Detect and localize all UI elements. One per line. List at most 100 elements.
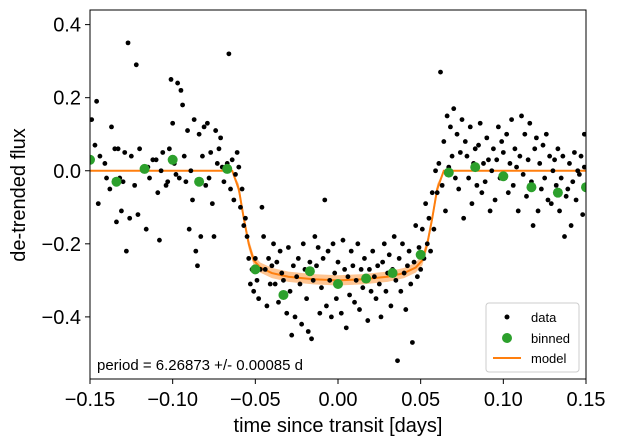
data-point [294, 274, 300, 280]
data-point [565, 186, 571, 192]
binned-points [90, 154, 586, 300]
data-point [200, 153, 205, 159]
data-point [378, 314, 384, 320]
data-point [256, 296, 262, 302]
data-point [206, 175, 212, 181]
data-point [466, 175, 472, 181]
data-point [262, 266, 268, 272]
data-point [386, 252, 392, 258]
data-point [295, 256, 301, 261]
data-point [365, 318, 371, 323]
data-point [362, 256, 367, 261]
data-point [439, 182, 445, 188]
data-point [433, 168, 438, 174]
x-tick-label: 0.00 [319, 389, 358, 411]
data-point [247, 281, 253, 287]
data-point [451, 106, 457, 112]
data-point [388, 303, 394, 309]
x-tick-label: 0.15 [567, 389, 606, 411]
data-point [570, 179, 576, 185]
data-point [495, 124, 501, 130]
data-point [204, 120, 210, 126]
data-point [211, 234, 217, 239]
data-point [143, 226, 149, 232]
data-point [114, 219, 119, 225]
data-point [320, 256, 326, 261]
data-point [181, 153, 187, 159]
data-point [299, 321, 305, 327]
data-point [524, 193, 529, 199]
data-point [271, 241, 276, 247]
data-point [486, 157, 491, 163]
data-point [464, 153, 470, 159]
data-point [371, 274, 377, 280]
data-point [284, 310, 290, 316]
data-point [428, 248, 433, 254]
data-point [472, 146, 478, 152]
data-point [228, 186, 233, 192]
data-point [414, 274, 420, 280]
x-tick-label: −0.15 [65, 389, 116, 411]
data-point [568, 223, 574, 228]
binned-point [361, 273, 372, 284]
data-point [558, 175, 564, 181]
data-point [186, 226, 192, 232]
binned-point [194, 176, 205, 187]
data-point [243, 215, 248, 221]
data-point [419, 226, 425, 232]
data-point [276, 299, 281, 305]
data-point [277, 248, 283, 254]
data-point [400, 241, 405, 247]
data-point [195, 263, 200, 269]
data-point [548, 201, 554, 207]
data-point [418, 266, 424, 272]
data-point [94, 98, 100, 104]
data-point [441, 139, 447, 144]
binned-point [470, 162, 481, 173]
data-point [135, 212, 141, 217]
data-point [198, 234, 204, 239]
y-tick-label: 0.2 [53, 88, 81, 110]
binned-point [139, 163, 150, 174]
binned-point [552, 187, 563, 198]
data-point [537, 161, 543, 166]
data-point [438, 69, 443, 75]
data-point [560, 153, 566, 159]
data-point [360, 285, 366, 291]
data-point [436, 161, 442, 166]
data-point [133, 62, 139, 68]
data-point [492, 197, 498, 203]
legend: data binned model [485, 302, 580, 373]
x-axis-ticks: −0.15 −0.10 −0.05 0.00 0.05 0.10 0.15 [65, 379, 606, 411]
data-point [499, 139, 505, 144]
binned-point [581, 182, 586, 193]
data-point [540, 142, 546, 148]
data-point [157, 237, 162, 243]
data-point [381, 241, 387, 247]
data-point [581, 164, 586, 170]
data-point [333, 296, 339, 302]
data-point [383, 288, 389, 294]
data-point [233, 172, 238, 177]
data-point [216, 146, 222, 152]
data-point [178, 87, 184, 93]
data-point [259, 204, 265, 210]
data-point [396, 256, 402, 261]
data-point [469, 201, 475, 207]
data-point [188, 168, 194, 174]
data-point [512, 146, 518, 152]
data-point [241, 223, 247, 228]
data-point [373, 296, 379, 302]
data-point [479, 190, 485, 196]
data-point [484, 135, 490, 141]
data-point [370, 248, 376, 254]
data-point [165, 179, 171, 185]
data-point [522, 131, 528, 137]
data-point [254, 277, 260, 283]
data-point [581, 131, 586, 137]
binned-point [526, 182, 537, 193]
x-tick-label: 0.05 [401, 389, 440, 411]
data-point [345, 274, 351, 280]
data-point [132, 182, 138, 188]
data-point [398, 288, 404, 294]
